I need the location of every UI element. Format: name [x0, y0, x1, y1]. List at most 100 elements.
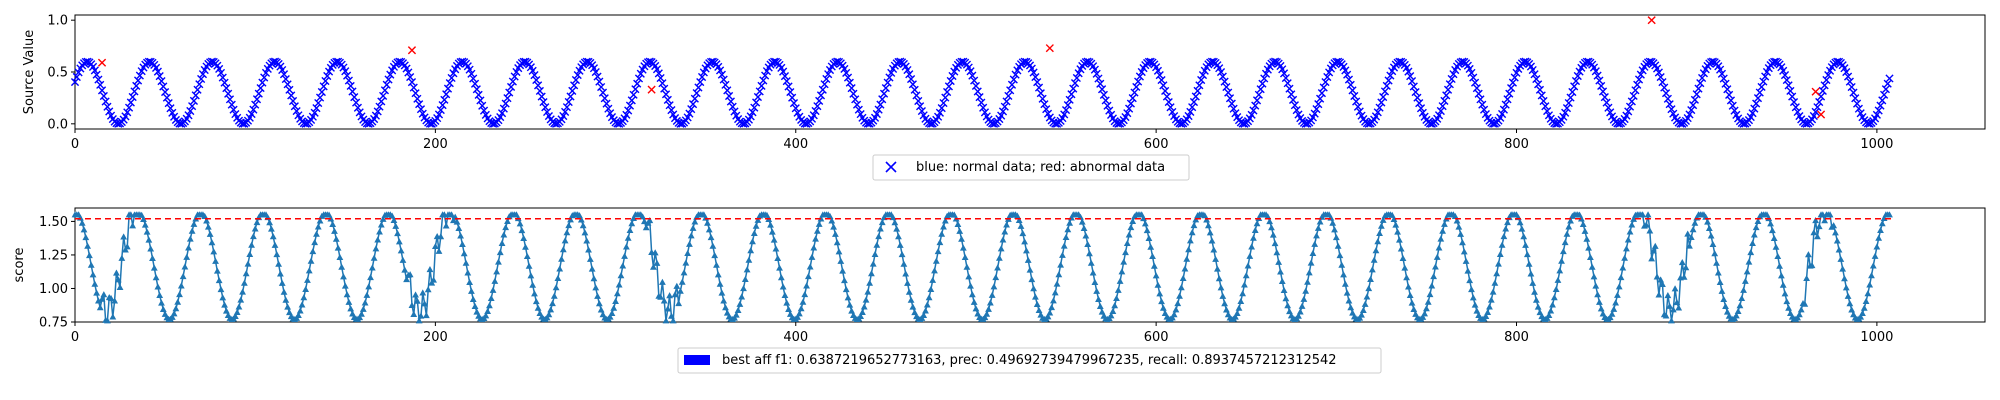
data-point — [1573, 71, 1582, 81]
data-point — [510, 72, 519, 81]
score-point — [774, 254, 782, 261]
data-point — [382, 80, 391, 89]
score-point — [1223, 306, 1230, 313]
data-point — [1543, 106, 1552, 116]
data-point — [1384, 76, 1393, 85]
data-point — [505, 88, 514, 97]
data-point — [105, 107, 114, 116]
score-point — [84, 242, 92, 249]
data-point — [1568, 87, 1577, 97]
score-point — [1168, 314, 1176, 321]
data-point — [937, 104, 946, 113]
data-point — [162, 93, 171, 102]
score-point — [938, 230, 946, 237]
data-point — [1222, 82, 1231, 92]
score-point — [1419, 313, 1427, 320]
score-point — [1545, 311, 1553, 318]
data-point — [1224, 88, 1233, 97]
data-point — [478, 101, 487, 110]
score-point — [804, 273, 812, 280]
score-point — [785, 305, 792, 312]
score-point — [1776, 262, 1783, 269]
score-point — [1581, 227, 1589, 234]
data-point — [288, 96, 298, 106]
score-point — [1682, 264, 1690, 271]
score-point — [1149, 252, 1156, 260]
score-point — [1159, 304, 1167, 311]
y-tick-label: 0.0 — [47, 117, 68, 132]
score-point — [1302, 287, 1310, 294]
anomaly-point — [1816, 110, 1826, 119]
data-point — [1442, 91, 1451, 100]
score-point — [732, 311, 740, 318]
data-point — [717, 70, 726, 79]
score-point — [1179, 274, 1187, 282]
score-point — [1156, 290, 1164, 297]
data-point — [811, 106, 820, 116]
data-point — [1090, 65, 1099, 74]
data-point — [1128, 94, 1137, 103]
data-point — [1252, 96, 1262, 105]
score-point — [711, 251, 719, 259]
score-point — [905, 288, 913, 295]
data-point — [469, 74, 478, 83]
score-point — [491, 277, 499, 284]
score-point — [1210, 246, 1218, 253]
data-point — [1164, 97, 1173, 107]
data-point — [970, 76, 979, 85]
data-point — [1343, 70, 1352, 79]
score-point — [859, 308, 866, 316]
score-point — [231, 312, 239, 320]
score-point — [219, 294, 227, 301]
data-point — [1753, 94, 1763, 103]
data-point — [1103, 101, 1112, 110]
score-point — [107, 294, 115, 302]
data-point — [188, 102, 197, 111]
score-point — [740, 284, 747, 292]
data-point — [157, 77, 166, 86]
score-point — [152, 274, 160, 281]
score-point — [1313, 232, 1320, 239]
score-point — [120, 233, 128, 240]
score-point — [1646, 227, 1654, 234]
score-point — [1062, 233, 1070, 240]
score-point — [1424, 298, 1432, 305]
score-point — [592, 284, 600, 291]
data-point — [1125, 104, 1134, 113]
data-point — [442, 90, 451, 99]
score-point — [111, 297, 119, 304]
data-point — [1285, 84, 1294, 93]
score-point — [1206, 229, 1214, 236]
data-point — [980, 108, 990, 117]
score-point — [345, 298, 353, 305]
data-point — [130, 87, 139, 96]
score-point — [954, 220, 962, 228]
score-point — [1747, 248, 1755, 256]
score-point — [332, 235, 340, 242]
score-point — [1248, 243, 1256, 250]
source-value-plot: 0 200 400 600 800 1000 0.0 0.5 1.0 Source Value — [22, 14, 1986, 152]
data-point — [1696, 79, 1705, 88]
data-point — [935, 108, 945, 117]
score-point — [1859, 309, 1866, 316]
data-point — [1716, 65, 1725, 74]
score-point — [1109, 307, 1117, 315]
data-point — [939, 98, 948, 108]
data-point — [1249, 106, 1258, 115]
score-point — [678, 278, 686, 285]
score-point — [1219, 292, 1227, 299]
data-point — [910, 85, 919, 94]
score-point — [1217, 284, 1225, 291]
score-point — [1107, 312, 1115, 319]
score-point — [617, 272, 625, 279]
score-point — [779, 283, 787, 290]
score-point — [1170, 311, 1178, 318]
data-point — [883, 78, 892, 87]
score-point — [619, 262, 627, 269]
score-point — [1606, 314, 1614, 321]
score-point — [412, 291, 419, 298]
data-point — [723, 86, 732, 95]
score-point — [1408, 299, 1416, 306]
data-point — [380, 86, 390, 95]
data-point — [1290, 101, 1299, 110]
